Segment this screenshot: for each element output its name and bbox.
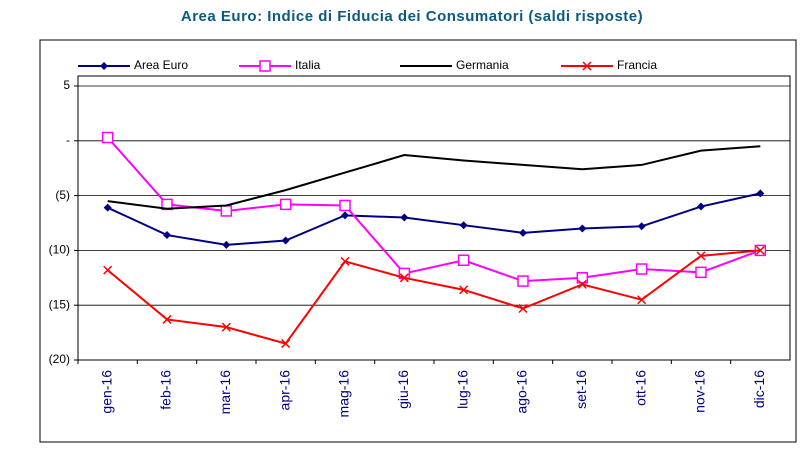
point: [103, 265, 113, 275]
point: [340, 256, 350, 266]
point: [279, 198, 292, 211]
x-tick-label: dic-16: [751, 370, 767, 408]
x-tick-label: set-16: [573, 370, 589, 409]
y-tick-label: 5: [63, 78, 70, 92]
y-tick-label: -: [66, 133, 70, 147]
series-line: [107, 192, 761, 246]
x-tick-label: nov-16: [692, 370, 708, 413]
legend-label: Germania: [456, 58, 509, 72]
x-tick-label: gen-16: [98, 370, 114, 414]
point: [637, 222, 646, 231]
point: [220, 205, 233, 217]
point: [101, 131, 114, 144]
y-tick-label: (15): [49, 297, 70, 311]
point: [400, 213, 409, 222]
point: [457, 254, 470, 267]
point: [399, 273, 409, 283]
point: [756, 189, 765, 198]
point: [162, 314, 172, 324]
x-tick-label: mag-16: [336, 370, 352, 418]
y-tick-label: (20): [49, 352, 70, 366]
legend-marker: [259, 60, 271, 72]
point: [755, 245, 765, 255]
chart-title: Area Euro: Indice di Fiducia dei Consuma…: [181, 8, 643, 25]
legend-label: Francia: [617, 58, 657, 72]
legend-marker: [100, 62, 108, 70]
point: [281, 339, 291, 349]
legend-label: Area Euro: [134, 58, 188, 72]
point: [578, 224, 587, 233]
point: [517, 275, 529, 287]
point: [459, 285, 469, 295]
point: [695, 266, 707, 279]
point: [341, 211, 349, 220]
point: [281, 236, 290, 245]
y-tick-label: (5): [55, 188, 70, 202]
x-tick-label: lug-16: [454, 370, 470, 409]
x-tick-label: feb-16: [158, 370, 174, 410]
series-line: [106, 136, 761, 283]
point: [697, 202, 705, 211]
x-tick-label: giu-16: [395, 370, 411, 409]
x-tick-label: apr-16: [276, 370, 292, 411]
point: [576, 272, 589, 284]
point: [635, 263, 648, 275]
point: [519, 228, 527, 237]
point: [222, 240, 231, 249]
point: [459, 221, 468, 230]
point: [163, 231, 171, 240]
chart-frame: [39, 39, 797, 443]
point: [518, 303, 528, 314]
point: [577, 279, 587, 289]
point: [339, 199, 351, 212]
legend-label: Italia: [295, 58, 321, 72]
y-tick-label: (10): [49, 243, 70, 257]
legend-marker: [582, 61, 592, 71]
series-line: [107, 249, 761, 345]
x-tick-label: ott-16: [632, 370, 648, 406]
plot-area: [77, 75, 791, 361]
point: [103, 203, 112, 212]
x-tick-label: ago-16: [514, 370, 530, 414]
point: [637, 295, 647, 305]
x-tick-label: mar-16: [217, 370, 233, 415]
series-line: [107, 145, 761, 210]
point: [696, 251, 706, 261]
point: [221, 322, 231, 332]
